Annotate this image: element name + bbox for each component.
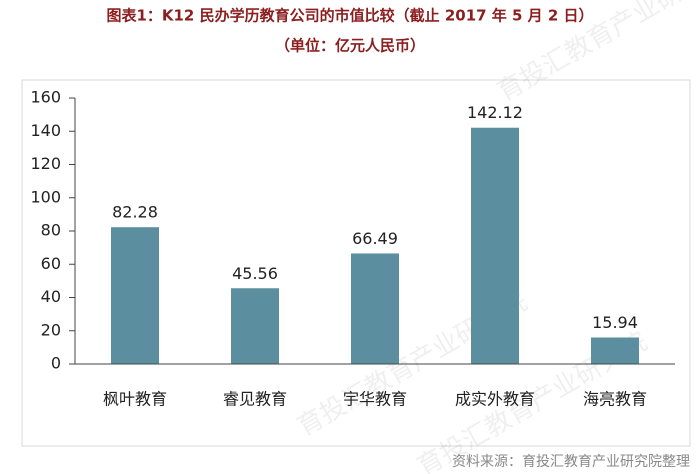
value-label: 15.94 [592, 313, 638, 332]
value-label: 142.12 [467, 103, 523, 122]
y-tick-label: 0 [51, 354, 61, 373]
y-tick-label: 60 [41, 254, 61, 273]
x-tick-label: 枫叶教育 [103, 390, 167, 409]
bar [231, 288, 279, 364]
y-tick-label: 40 [41, 287, 61, 306]
bar [591, 337, 639, 364]
y-tick-label: 20 [41, 320, 61, 339]
y-tick-label: 80 [41, 221, 61, 240]
value-label: 45.56 [232, 264, 278, 283]
chart-subtitle: （单位：亿元人民币） [275, 37, 425, 55]
y-tick-label: 160 [30, 88, 61, 107]
bar [351, 253, 399, 364]
x-tick-label: 宇华教育 [343, 390, 407, 409]
bar [111, 227, 159, 364]
source-note: 资料来源：育投汇教育产业研究院整理 [452, 454, 690, 470]
bar [471, 127, 519, 365]
x-tick-label: 海亮教育 [583, 390, 647, 409]
y-tick-label: 140 [30, 121, 61, 140]
y-tick-label: 120 [30, 154, 61, 173]
x-tick-label: 睿见教育 [223, 390, 287, 409]
chart-frame [21, 79, 691, 447]
value-label: 66.49 [352, 229, 398, 248]
chart-title: 图表1：K12 民办学历教育公司的市值比较（截止 2017 年 5 月 2 日） [106, 7, 593, 25]
x-tick-label: 成实外教育 [455, 390, 535, 409]
y-tick-label: 100 [30, 187, 61, 206]
value-label: 82.28 [112, 203, 158, 222]
